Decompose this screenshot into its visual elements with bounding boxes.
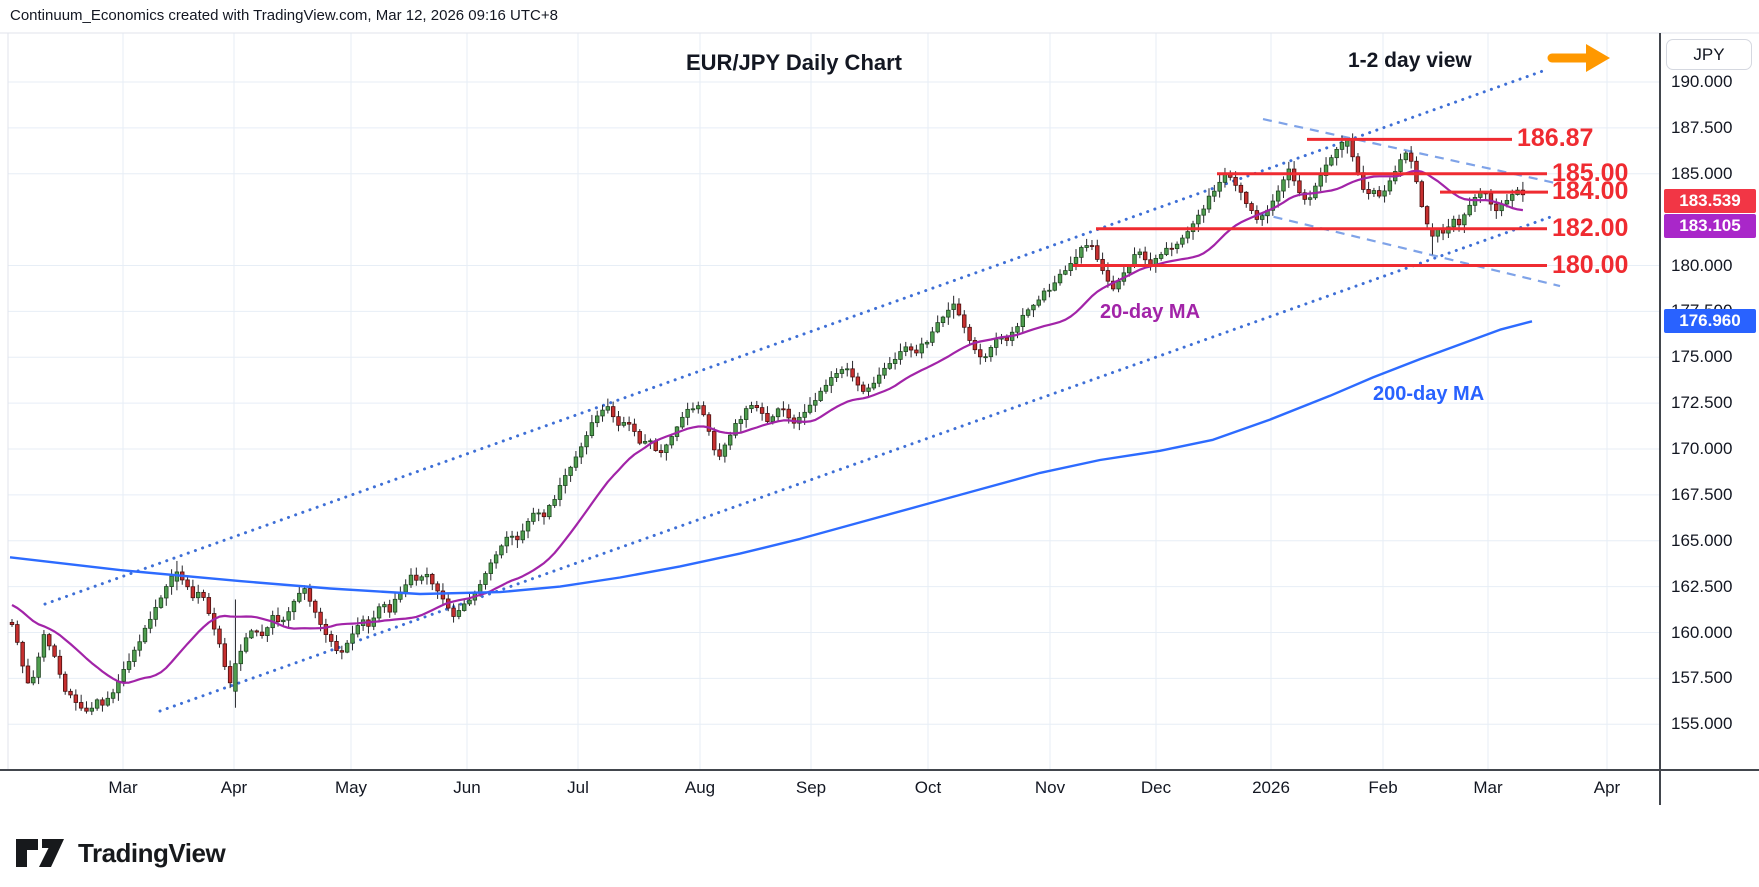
time-tick-Nov: Nov xyxy=(1034,778,1066,797)
time-axis[interactable]: Mar Apr May Jun Jul Aug Sep Oct Nov Dec 2026 Feb Mar… xyxy=(0,770,1759,810)
price-tick-162.500: 162.500 xyxy=(1671,576,1733,596)
time-tick-Mar: Mar xyxy=(1473,778,1503,797)
time-tick-Feb: Feb xyxy=(1368,778,1398,797)
time-tick-Aug: Aug xyxy=(684,778,716,797)
price-tick-157.500: 157.500 xyxy=(1671,668,1733,688)
ma200-label: 200-day MA xyxy=(1373,383,1485,405)
level-label-182.00: 182.00 xyxy=(1552,213,1629,242)
level-label-180.00: 180.00 xyxy=(1552,250,1629,279)
currency-button[interactable]: JPY xyxy=(1666,39,1752,70)
time-tick-Apr: Apr xyxy=(1593,778,1621,797)
time-tick-Dec: Dec xyxy=(1140,778,1172,797)
ma200-line xyxy=(9,320,1533,596)
price-axis[interactable]: JPY 190.000187.500185.000180.000177.5001… xyxy=(1662,33,1759,770)
time-tick-Jul: Jul xyxy=(567,778,589,797)
ma20-line xyxy=(11,169,1524,685)
price-tick-187.500: 187.500 xyxy=(1671,117,1733,137)
time-tick-Mar: Mar xyxy=(108,778,138,797)
price-tick-160.000: 160.000 xyxy=(1671,622,1733,642)
badge-last-price: 183.539 xyxy=(1664,188,1756,213)
time-tick-May: May xyxy=(334,778,368,797)
price-tick-180.000: 180.000 xyxy=(1671,255,1733,275)
tradingview-logo[interactable]: TradingView xyxy=(14,836,226,870)
price-tick-165.000: 165.000 xyxy=(1671,530,1733,550)
badge-ma20-value: 183.105 xyxy=(1664,213,1756,238)
time-tick-Sep: Sep xyxy=(795,778,827,797)
attribution-text: Continuum_Economics created with Trading… xyxy=(10,7,558,24)
arrow-right-head xyxy=(1586,44,1610,72)
time-tick-Apr: Apr xyxy=(220,778,248,797)
badge-ma200-value: 176.960 xyxy=(1664,309,1756,334)
time-tick-2026: 2026 xyxy=(1252,778,1290,797)
price-tick-172.500: 172.500 xyxy=(1671,393,1733,413)
price-tick-175.000: 175.000 xyxy=(1671,347,1733,367)
ma20-label: 20-day MA xyxy=(1100,301,1201,323)
level-label-186.87: 186.87 xyxy=(1517,124,1594,153)
dotted-channel-line xyxy=(158,213,1558,713)
dashed-channel-line xyxy=(1257,211,1561,288)
tradingview-logo-icon xyxy=(16,839,64,867)
time-tick-Jun: Jun xyxy=(453,778,481,797)
view-note-label: 1-2 day view xyxy=(1348,49,1472,72)
price-tick-155.000: 155.000 xyxy=(1671,714,1733,734)
time-tick-Oct: Oct xyxy=(914,778,942,797)
dotted-channel-line xyxy=(43,67,1550,606)
price-tick-170.000: 170.000 xyxy=(1671,439,1733,458)
price-tick-185.000: 185.000 xyxy=(1671,163,1733,183)
tradingview-logo-text: TradingView xyxy=(78,837,226,868)
price-tick-190.000: 190.000 xyxy=(1671,72,1733,91)
level-label-185.00: 185.00 xyxy=(1552,158,1629,187)
price-tick-167.500: 167.500 xyxy=(1671,484,1733,504)
level-label-184.00: 184.00 xyxy=(1552,177,1629,206)
page-title: EUR/JPY Daily Chart xyxy=(686,50,903,75)
